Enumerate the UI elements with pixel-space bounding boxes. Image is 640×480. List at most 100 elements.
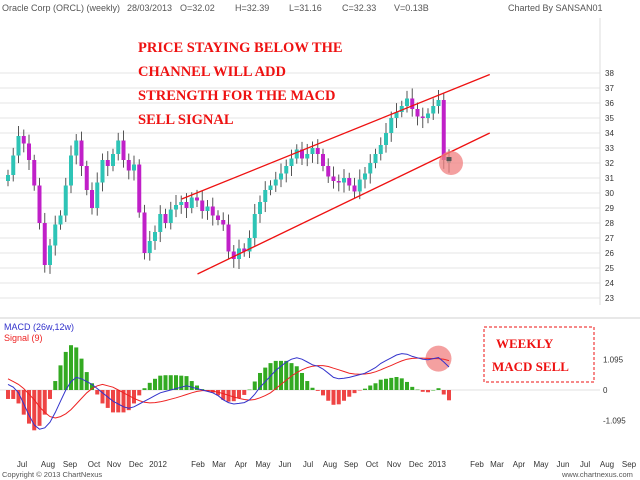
histogram-bar-negative [105, 390, 110, 408]
histogram-bar-positive [384, 378, 388, 390]
histogram-bar-positive [300, 372, 304, 390]
histogram-bar-positive [53, 381, 58, 390]
histogram-bar-negative [315, 390, 320, 391]
candle-down [420, 116, 425, 118]
histogram-bar-negative [447, 390, 451, 401]
histogram-bar-negative [231, 390, 236, 402]
x-tick-label: Jul [17, 460, 27, 469]
candle-up [6, 175, 10, 181]
x-tick-label: Dec [129, 460, 143, 469]
x-tick-label: Sep [622, 460, 637, 469]
candle-up [74, 140, 79, 156]
candle-down [226, 224, 231, 252]
histogram-bar-positive [279, 360, 283, 390]
candle-up [268, 185, 273, 190]
price-note-line-1: PRICE STAYING BELOW THE [138, 40, 343, 56]
histogram-bar-negative [137, 390, 142, 396]
header-date: 28/03/2013 [127, 3, 172, 13]
candle-up [53, 224, 58, 246]
histogram-bar-negative [121, 390, 126, 413]
histogram-bar-positive [184, 376, 189, 390]
histogram-bar-positive [142, 388, 147, 390]
candle-down [37, 185, 42, 223]
price-tick-label: 31 [605, 174, 614, 183]
candle-up [95, 182, 100, 208]
x-tick-label: Apr [235, 460, 248, 469]
histogram-bar-positive [415, 389, 420, 391]
header-close: C=32.33 [342, 3, 376, 13]
candle-up [147, 241, 152, 253]
candle-up [258, 202, 262, 214]
candle-down [231, 251, 236, 259]
candle-up [63, 185, 68, 216]
price-tick-label: 27 [605, 234, 614, 243]
candle-down [321, 154, 325, 166]
x-tick-label: Feb [470, 460, 484, 469]
price-note-line-2: CHANNEL WILL ADD [138, 64, 286, 80]
candle-up [310, 148, 315, 154]
candle-down [42, 223, 47, 265]
candle-down [90, 190, 94, 208]
x-tick-label: 2012 [149, 460, 167, 469]
price-tick-label: 30 [605, 189, 614, 198]
x-tick-label: Aug [600, 460, 614, 469]
histogram-bar-positive [263, 367, 268, 390]
histogram-bar-positive [378, 379, 383, 390]
histogram-bar-negative [420, 390, 425, 392]
candle-down [221, 220, 226, 225]
signal-line [7, 357, 450, 419]
x-tick-label: Mar [212, 460, 226, 469]
x-tick-label: Nov [107, 460, 121, 469]
candle-down [410, 98, 415, 109]
histogram-bar-negative [6, 390, 10, 399]
x-tick-label: Jul [303, 460, 313, 469]
chart-title: Oracle Corp (ORCL) (weekly) [2, 3, 120, 13]
histogram-bar-negative [126, 390, 131, 411]
price-tick-label: 33 [605, 144, 614, 153]
histogram-bar-negative [426, 390, 430, 393]
price-tick-label: 25 [605, 264, 614, 273]
histogram-bar-positive [195, 385, 199, 390]
candle-up [389, 118, 394, 133]
histogram-bar-positive [63, 351, 68, 390]
candle-down [105, 160, 110, 166]
macd-note-box [483, 326, 595, 383]
histogram-bar-positive [158, 375, 163, 390]
histogram-bar-positive [273, 360, 278, 390]
x-tick-label: Feb [191, 460, 205, 469]
candle-up [179, 202, 184, 205]
candle-up [111, 154, 115, 166]
candle-down [441, 100, 446, 160]
candle-up [279, 173, 283, 180]
channel-upper-line [181, 73, 490, 200]
candle-down [32, 160, 37, 186]
candle-up [100, 160, 105, 183]
price-y-axis: 23 24 25 26 27 28 29 30 31 32 33 34 35 36 37 38 [605, 69, 614, 303]
x-tick-label: Jul [580, 460, 590, 469]
candle-down [84, 166, 89, 190]
histogram-bar-negative [116, 390, 121, 413]
histogram-bar-positive [399, 378, 404, 390]
candle-up [284, 166, 289, 174]
candle-up [294, 149, 299, 159]
histogram-bar-negative [336, 390, 341, 405]
histogram-bar-positive [189, 381, 194, 390]
candle-up [405, 98, 409, 106]
x-axis: Jul Aug Sep Oct Nov Dec 2012 Feb Mar Apr May Jun Jul… [17, 460, 637, 469]
candle-up [116, 140, 121, 154]
price-tick-label: 38 [605, 69, 614, 78]
candle-up [11, 155, 16, 175]
price-note-line-4: SELL SIGNAL [138, 112, 234, 128]
x-tick-label: May [533, 460, 548, 469]
candle-up [153, 232, 157, 241]
histogram-bar-negative [352, 390, 357, 394]
candle-down [210, 206, 215, 216]
candle-up [436, 100, 441, 106]
histogram-bar-positive [58, 365, 63, 390]
candle-up [399, 106, 404, 112]
histogram-bar-positive [373, 383, 378, 390]
header-high: H=32.39 [235, 3, 269, 13]
histogram-bar-negative [357, 390, 362, 391]
histogram-bar-negative [16, 390, 21, 404]
x-tick-label: Oct [366, 460, 379, 469]
